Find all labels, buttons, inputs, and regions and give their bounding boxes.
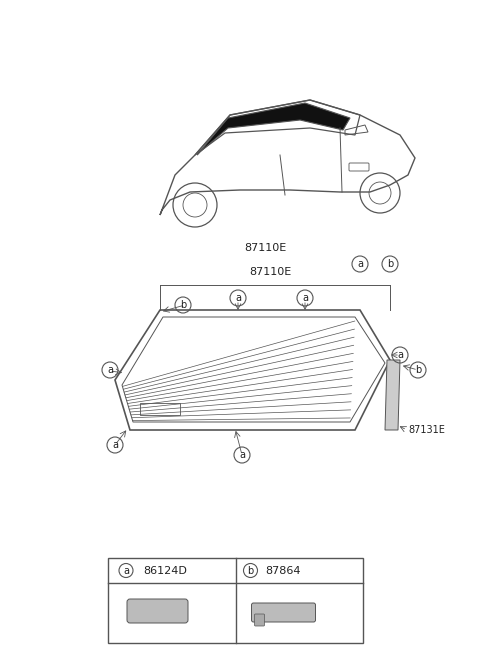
Text: a: a — [123, 565, 129, 576]
FancyBboxPatch shape — [254, 614, 264, 626]
Text: a: a — [107, 365, 113, 375]
Text: 87131E: 87131E — [408, 425, 445, 435]
Text: a: a — [397, 350, 403, 360]
FancyBboxPatch shape — [252, 603, 315, 622]
Text: 86124D: 86124D — [143, 565, 187, 576]
Polygon shape — [385, 360, 400, 430]
Text: a: a — [112, 440, 118, 450]
Text: b: b — [180, 300, 186, 310]
Text: b: b — [415, 365, 421, 375]
Text: 87864: 87864 — [265, 565, 301, 576]
FancyBboxPatch shape — [127, 599, 188, 623]
Text: a: a — [302, 293, 308, 303]
Text: 87110E: 87110E — [249, 267, 291, 277]
Text: a: a — [239, 450, 245, 460]
Text: b: b — [247, 565, 253, 576]
Text: a: a — [357, 259, 363, 269]
Text: b: b — [387, 259, 393, 269]
Text: 87110E: 87110E — [244, 243, 286, 253]
Text: a: a — [235, 293, 241, 303]
Polygon shape — [197, 103, 350, 155]
